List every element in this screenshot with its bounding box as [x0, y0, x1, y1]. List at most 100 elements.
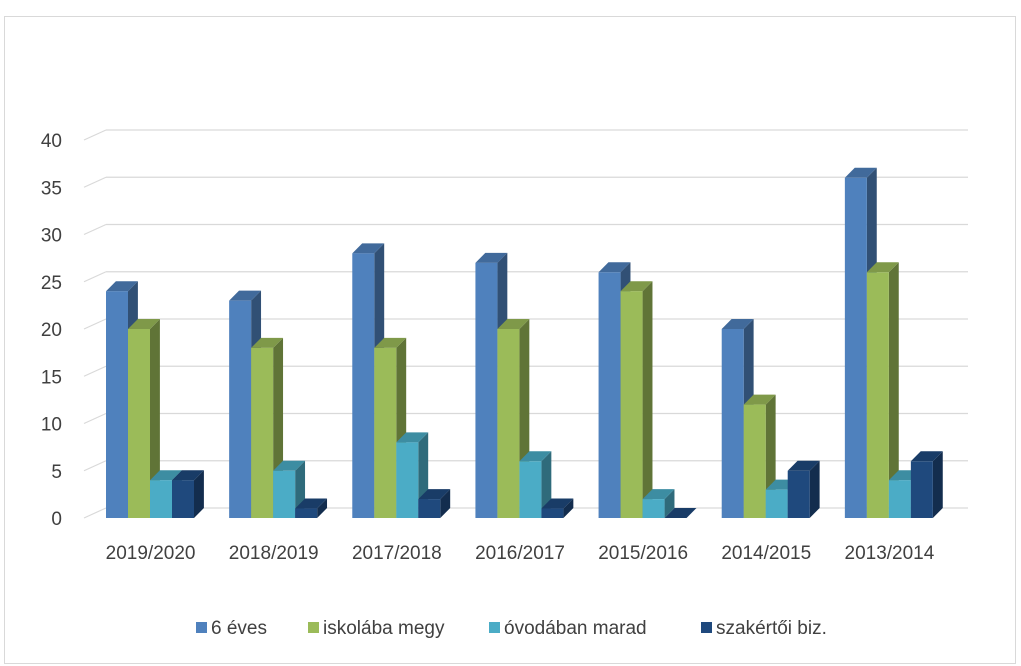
x-tick-label: 2018/2019	[229, 543, 319, 564]
legend-swatch	[701, 622, 712, 633]
bar-top	[598, 262, 631, 273]
y-tick-label: 30	[41, 226, 62, 247]
legend-swatch	[308, 622, 319, 633]
bar	[787, 460, 820, 518]
bar	[295, 498, 328, 518]
bar-side	[642, 281, 653, 518]
y-tick-label: 40	[41, 131, 62, 152]
x-tick-label: 2014/2015	[721, 543, 811, 564]
gridline-side	[83, 271, 107, 283]
bar-front	[642, 499, 665, 518]
bar-front	[150, 480, 172, 518]
bar-top	[787, 460, 820, 471]
bar-top	[106, 281, 138, 292]
bar	[172, 470, 204, 518]
bar-top	[519, 451, 552, 462]
bar-front	[620, 291, 643, 518]
bar	[418, 489, 451, 518]
legend-swatch	[489, 622, 500, 633]
bar	[620, 281, 653, 518]
bar-front	[229, 300, 252, 518]
bar-top	[541, 498, 574, 509]
legend-item: óvodában marad	[489, 618, 647, 639]
bar-top	[128, 319, 160, 329]
bar	[664, 508, 697, 518]
y-tick-label: 35	[41, 178, 62, 199]
x-tick-label: 2019/2020	[106, 543, 196, 564]
y-tick-label: 10	[41, 415, 62, 436]
gridline-side	[83, 176, 107, 188]
bar-front	[866, 272, 889, 518]
bar-top	[172, 470, 204, 481]
bar-front	[519, 461, 542, 518]
bar-top	[273, 460, 306, 471]
bar-front	[352, 253, 375, 518]
bar-front	[888, 480, 911, 518]
bar-top	[497, 319, 530, 329]
x-axis-ticks: 2019/2020 2018/2019 2017/2018 2016/2017 2015…	[106, 543, 935, 564]
gridline-side	[83, 318, 107, 330]
gridline-side	[83, 223, 107, 236]
bar	[541, 498, 574, 518]
bar-front	[273, 470, 296, 518]
bar-front	[295, 508, 318, 518]
legend-label: 6 éves	[211, 618, 267, 639]
bar-front	[765, 489, 788, 518]
y-tick-label: 0	[51, 509, 62, 530]
legend-item: szakértői biz.	[701, 618, 827, 639]
bar-front	[172, 480, 194, 518]
legend-label: iskolába megy	[323, 618, 445, 639]
bar-front	[106, 291, 128, 518]
x-tick-label: 2015/2016	[598, 543, 688, 564]
gridline-side	[83, 365, 107, 377]
y-tick-label: 25	[41, 273, 62, 294]
bar-top	[352, 243, 385, 254]
bar-top	[664, 508, 697, 518]
bar-top	[150, 470, 182, 481]
bar-front	[418, 499, 441, 518]
bar-top	[475, 252, 508, 263]
bar-side	[563, 498, 574, 518]
gridline-side	[83, 507, 107, 519]
bar-top	[910, 451, 943, 462]
bar-top	[418, 489, 451, 500]
y-tick-label: 15	[41, 367, 62, 388]
bar-side	[809, 460, 820, 518]
bar	[642, 489, 675, 518]
bar-top	[396, 432, 429, 443]
legend-item: iskolába megy	[308, 618, 445, 639]
bar-side	[440, 489, 451, 518]
y-tick-label: 20	[41, 320, 62, 341]
bar-front	[475, 262, 498, 518]
bar-front	[374, 347, 397, 518]
gridline-side	[83, 460, 107, 472]
bar	[519, 451, 552, 518]
bar-top	[642, 489, 675, 500]
x-tick-label: 2017/2018	[352, 543, 442, 564]
bar-top	[374, 337, 407, 348]
bar-front	[598, 272, 621, 518]
bar-front	[396, 442, 419, 518]
bar-front	[497, 329, 520, 518]
bar-side	[194, 470, 204, 518]
bar-top	[251, 337, 284, 348]
bar-top	[721, 319, 754, 329]
legend: 6 éves iskolába megy óvodában marad szakért…	[196, 618, 827, 639]
bar-front	[128, 329, 150, 518]
bar-top	[844, 167, 877, 178]
gridline-side	[83, 412, 107, 425]
bar-side	[317, 498, 328, 518]
y-tick-label: 5	[51, 462, 62, 483]
legend-label: óvodában marad	[504, 618, 647, 639]
gridline-side	[83, 129, 107, 141]
bar-side	[664, 489, 675, 518]
y-axis-ticks: 0 5 10 15 20 25 30 35 40	[41, 131, 62, 530]
bar-top	[229, 290, 262, 301]
bar	[128, 319, 160, 518]
bar-top	[743, 394, 776, 405]
x-tick-label: 2013/2014	[845, 543, 935, 564]
bar-top	[295, 498, 328, 509]
bar-side	[932, 451, 943, 518]
bar-top	[620, 281, 653, 292]
